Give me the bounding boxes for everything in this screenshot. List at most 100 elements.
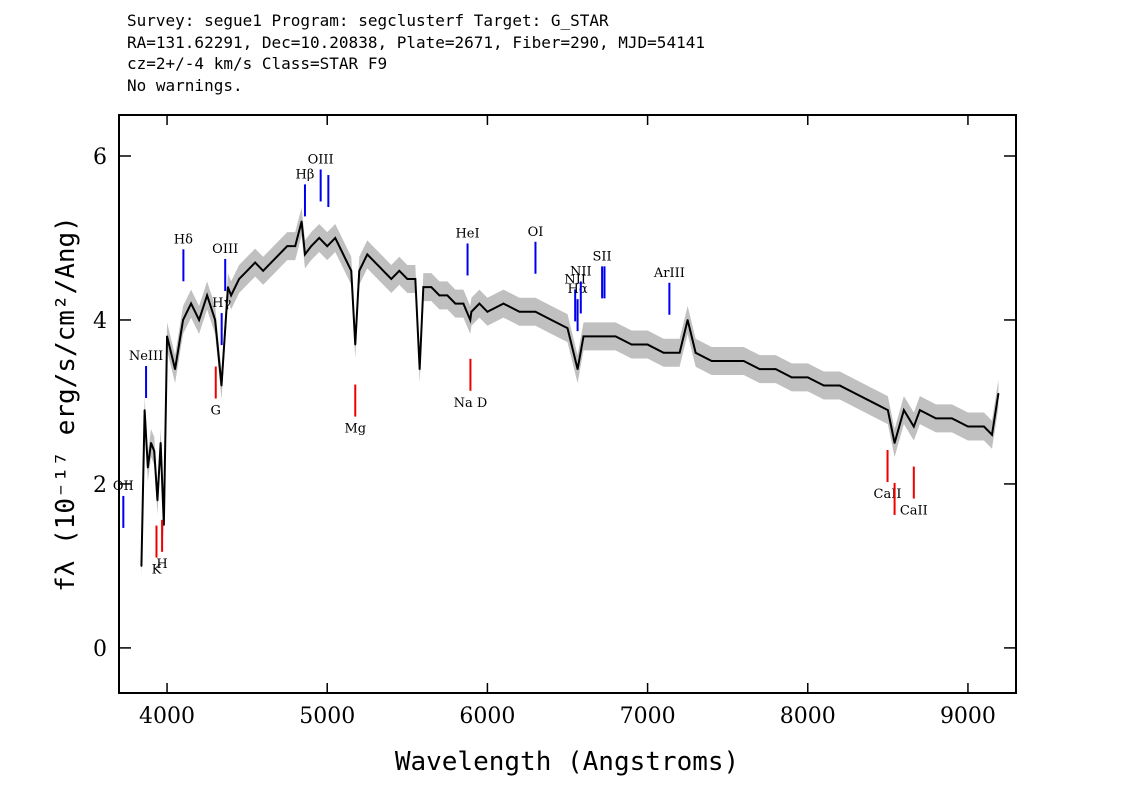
flux-point xyxy=(678,351,681,354)
flux-point xyxy=(983,425,985,428)
flux-point xyxy=(382,269,385,272)
flux-point xyxy=(220,384,223,387)
flux-point xyxy=(300,220,303,223)
flux-point xyxy=(422,286,425,289)
y-tick-label: 2 xyxy=(93,473,107,498)
flux-point xyxy=(935,417,937,420)
survey-line: Survey: segue1 Program: segclusterf Targ… xyxy=(127,11,609,30)
flux-point xyxy=(414,278,417,280)
flux-point xyxy=(694,351,697,354)
flux-point xyxy=(174,368,176,371)
flux-point xyxy=(550,319,553,321)
flux-point xyxy=(286,245,289,248)
spectral-line-label: G xyxy=(211,404,221,419)
flux-point xyxy=(566,327,569,330)
flux-point xyxy=(230,294,233,297)
y-tick-label: 4 xyxy=(93,309,107,334)
spectral-line-label: Hβ xyxy=(296,167,315,182)
flux-point xyxy=(182,319,184,321)
flux-point xyxy=(854,392,857,395)
x-tick-label: 6000 xyxy=(459,704,515,729)
flux-point xyxy=(991,433,993,436)
flux-point xyxy=(430,286,433,289)
flux-point xyxy=(334,237,337,239)
flux-point xyxy=(246,269,249,272)
flux-point xyxy=(153,450,156,453)
flux-point xyxy=(893,442,896,444)
spectral-line-label: H xyxy=(156,557,167,572)
flux-point xyxy=(470,310,473,313)
flux-point xyxy=(902,409,905,412)
flux-point xyxy=(406,278,409,280)
flux-point xyxy=(462,302,465,305)
y-tick-label: 6 xyxy=(93,145,107,170)
flux-point xyxy=(159,442,162,444)
x-tick-label: 9000 xyxy=(940,704,996,729)
flux-point xyxy=(358,269,361,272)
flux-point xyxy=(214,319,217,321)
flux-point xyxy=(912,425,915,428)
flux-layer xyxy=(140,220,1000,567)
flux-point xyxy=(150,442,152,444)
y-axis-title: fλ (10⁻¹⁷ erg/s/cm²/Ang) xyxy=(51,216,81,592)
flux-point xyxy=(143,409,146,412)
error-band-layer xyxy=(141,207,999,580)
spectral-line-label: ArIII xyxy=(653,266,685,281)
flux-point xyxy=(518,310,521,313)
spectral-line-label: OIII xyxy=(308,152,334,167)
flux-point xyxy=(576,368,579,371)
flux-point xyxy=(366,253,369,256)
flux-point xyxy=(418,368,421,371)
y-tick-label: 0 xyxy=(93,637,107,662)
flux-point xyxy=(342,253,345,256)
spectral-line-label: Mg xyxy=(344,422,366,437)
flux-point xyxy=(758,368,761,371)
spectral-line-label: Hδ xyxy=(174,232,193,247)
spectral-line-label: Hα xyxy=(568,282,588,297)
flux-point xyxy=(318,237,321,239)
flux-point xyxy=(614,335,617,338)
flux-point xyxy=(997,392,1000,395)
x-tick-label: 8000 xyxy=(780,704,836,729)
spectral-line-label: K xyxy=(152,563,162,578)
flux-point xyxy=(469,319,472,321)
flux-point xyxy=(206,294,208,297)
spectrum-header: Survey: segue1 Program: segclusterf Targ… xyxy=(127,10,705,96)
coordinates-line: RA=131.62291, Dec=10.20838, Plate=2671, … xyxy=(127,32,705,52)
flux-point xyxy=(398,269,401,272)
spectral-line-label: Hγ xyxy=(212,296,231,311)
flux-point xyxy=(278,253,281,256)
flux-point xyxy=(326,245,329,248)
spectral-line-label: OII xyxy=(113,479,134,494)
flux-point xyxy=(790,376,793,379)
flux-point xyxy=(190,302,192,305)
flux-point xyxy=(374,261,377,264)
flux-point xyxy=(742,360,745,362)
flux-point xyxy=(454,302,457,305)
error-band xyxy=(141,207,999,580)
flux-point xyxy=(886,409,889,412)
flux-point xyxy=(870,401,873,403)
flux-point xyxy=(598,335,601,338)
flux-point xyxy=(294,245,297,248)
flux-point xyxy=(582,335,585,338)
redshift-class-line: cz=2+/-4 km/s Class=STAR F9 xyxy=(127,54,388,73)
flux-point xyxy=(478,302,481,305)
flux-point xyxy=(951,417,953,420)
flux-point xyxy=(270,261,273,264)
flux-point xyxy=(686,319,689,321)
spectral-line-label: OIII xyxy=(212,242,238,257)
flux-point xyxy=(198,319,200,321)
flux-point xyxy=(630,343,633,346)
flux-point xyxy=(140,565,143,567)
flux-point xyxy=(534,310,537,313)
flux-point xyxy=(166,335,168,338)
x-tick-label: 7000 xyxy=(620,704,676,729)
flux-point xyxy=(838,384,841,387)
flux-point xyxy=(502,302,505,305)
spectral-line-label: OI xyxy=(528,225,544,240)
flux-point xyxy=(710,360,713,362)
flux-point xyxy=(806,376,809,379)
